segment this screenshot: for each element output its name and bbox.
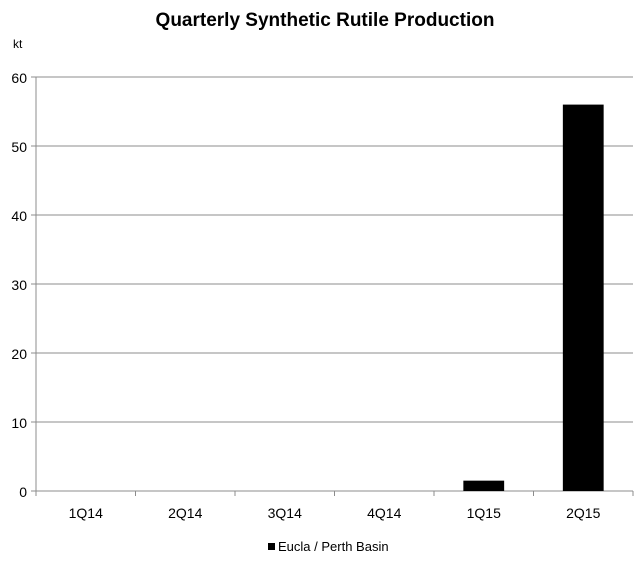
y-axis-ticks: 0 10 20 30 40 50 60 bbox=[11, 70, 36, 500]
legend: Eucla / Perth Basin bbox=[268, 539, 389, 554]
x-axis-ticks: 1Q14 2Q14 3Q14 4Q14 1Q15 2Q15 bbox=[35, 491, 634, 521]
bar-1Q15 bbox=[463, 480, 505, 491]
ytick-label-20: 20 bbox=[11, 346, 27, 362]
bars bbox=[463, 104, 604, 491]
ytick-label-40: 40 bbox=[11, 208, 27, 224]
xtick-label-1Q15: 1Q15 bbox=[467, 505, 501, 521]
bar-2Q15 bbox=[562, 104, 604, 491]
ytick-label-30: 30 bbox=[11, 277, 27, 293]
ytick-label-10: 10 bbox=[11, 415, 27, 431]
xtick-label-3Q14: 3Q14 bbox=[268, 505, 302, 521]
ytick-label-60: 60 bbox=[11, 70, 27, 86]
chart-title: Quarterly Synthetic Rutile Production bbox=[156, 10, 495, 31]
ytick-label-50: 50 bbox=[11, 139, 27, 155]
xtick-label-2Q14: 2Q14 bbox=[168, 505, 202, 521]
gridlines bbox=[36, 76, 633, 423]
legend-swatch bbox=[268, 543, 275, 550]
xtick-label-1Q14: 1Q14 bbox=[69, 505, 103, 521]
ytick-label-0: 0 bbox=[19, 484, 27, 500]
xtick-label-2Q15: 2Q15 bbox=[566, 505, 600, 521]
legend-label: Eucla / Perth Basin bbox=[278, 539, 389, 554]
y-axis-unit-label: kt bbox=[13, 37, 23, 51]
xtick-label-4Q14: 4Q14 bbox=[367, 505, 401, 521]
